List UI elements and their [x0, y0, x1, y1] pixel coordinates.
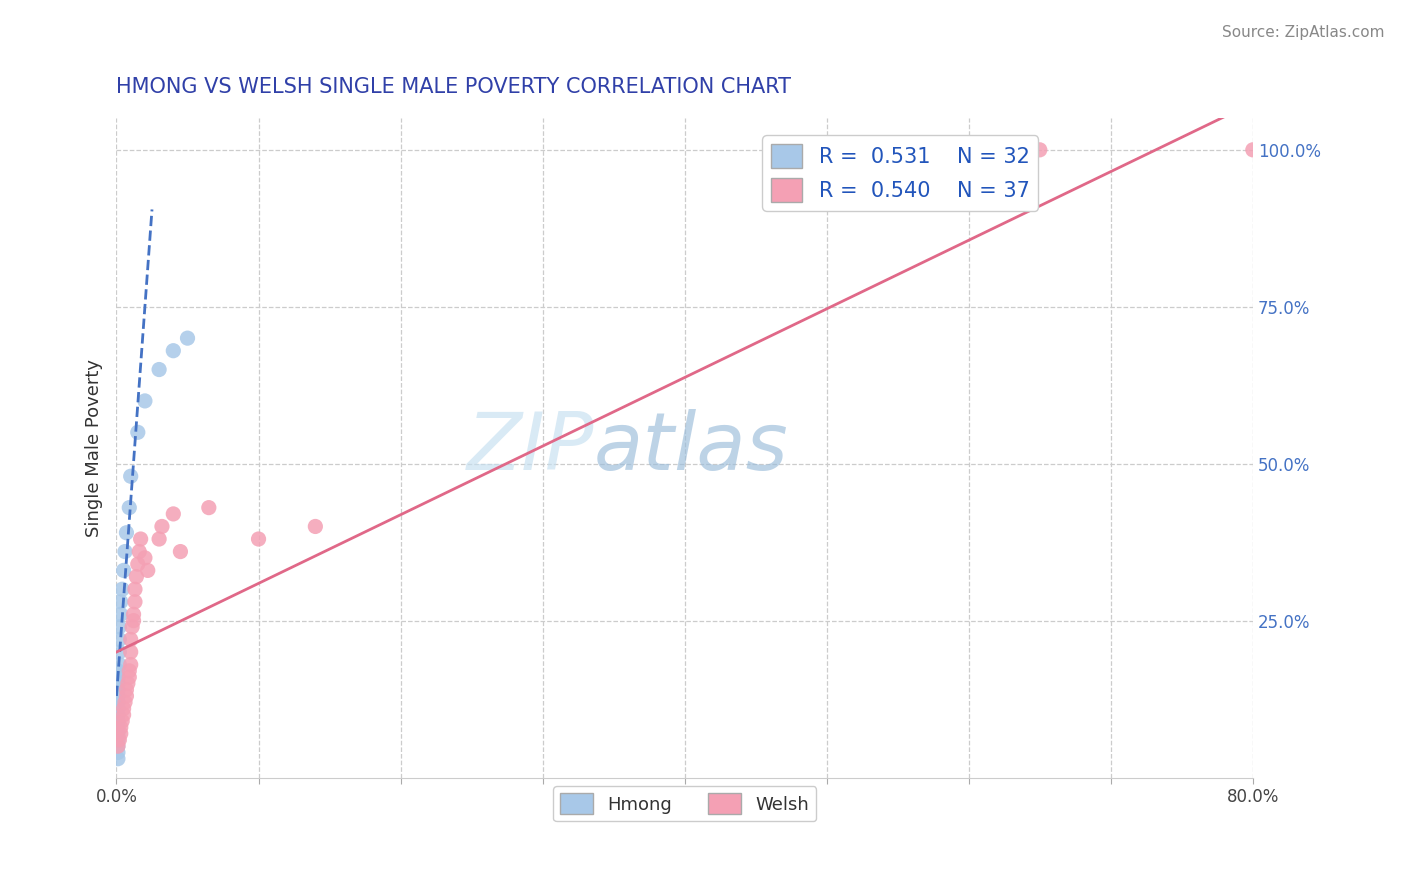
- Point: [107, 664, 129, 678]
- Point: [107, 689, 129, 703]
- Point: [112, 563, 135, 577]
- Point: [117, 676, 139, 690]
- Point: [110, 595, 132, 609]
- Point: [110, 607, 132, 622]
- Point: [169, 544, 191, 558]
- Point: [122, 607, 145, 622]
- Point: [134, 550, 156, 565]
- Point: [887, 143, 910, 157]
- Point: [108, 657, 131, 672]
- Point: [120, 632, 142, 647]
- Point: [114, 544, 136, 558]
- Point: [136, 563, 159, 577]
- Point: [115, 682, 138, 697]
- Point: [247, 532, 270, 546]
- Point: [1241, 143, 1264, 157]
- Point: [198, 500, 221, 515]
- Point: [162, 507, 184, 521]
- Point: [118, 664, 141, 678]
- Point: [120, 469, 142, 483]
- Point: [124, 582, 146, 597]
- Point: [162, 343, 184, 358]
- Point: [118, 670, 141, 684]
- Text: atlas: atlas: [593, 409, 789, 487]
- Point: [148, 532, 170, 546]
- Point: [107, 739, 129, 754]
- Text: Source: ZipAtlas.com: Source: ZipAtlas.com: [1222, 25, 1385, 40]
- Point: [150, 519, 173, 533]
- Point: [112, 701, 135, 715]
- Point: [122, 614, 145, 628]
- Point: [107, 726, 129, 740]
- Point: [107, 752, 129, 766]
- Point: [118, 500, 141, 515]
- Point: [110, 726, 132, 740]
- Point: [148, 362, 170, 376]
- Point: [124, 595, 146, 609]
- Point: [107, 695, 129, 709]
- Point: [115, 689, 138, 703]
- Point: [108, 645, 131, 659]
- Point: [125, 570, 148, 584]
- Point: [120, 645, 142, 659]
- Point: [108, 620, 131, 634]
- Point: [107, 720, 129, 734]
- Point: [107, 670, 129, 684]
- Point: [111, 714, 134, 728]
- Point: [110, 720, 132, 734]
- Point: [107, 707, 129, 722]
- Point: [107, 676, 129, 690]
- Point: [127, 557, 149, 571]
- Point: [129, 532, 152, 546]
- Point: [112, 707, 135, 722]
- Point: [107, 701, 129, 715]
- Point: [127, 425, 149, 440]
- Point: [111, 582, 134, 597]
- Point: [1029, 143, 1052, 157]
- Point: [107, 739, 129, 754]
- Text: HMONG VS WELSH SINGLE MALE POVERTY CORRELATION CHART: HMONG VS WELSH SINGLE MALE POVERTY CORRE…: [117, 78, 792, 97]
- Legend: Hmong, Welsh: Hmong, Welsh: [553, 786, 815, 822]
- Point: [107, 714, 129, 728]
- Point: [107, 682, 129, 697]
- Point: [107, 732, 129, 747]
- Point: [121, 620, 143, 634]
- Point: [115, 525, 138, 540]
- Text: ZIP: ZIP: [467, 409, 593, 487]
- Point: [114, 695, 136, 709]
- Point: [134, 393, 156, 408]
- Point: [108, 732, 131, 747]
- Point: [128, 544, 150, 558]
- Point: [304, 519, 326, 533]
- Y-axis label: Single Male Poverty: Single Male Poverty: [86, 359, 103, 537]
- Point: [107, 746, 129, 760]
- Point: [176, 331, 198, 345]
- Point: [120, 657, 142, 672]
- Point: [108, 632, 131, 647]
